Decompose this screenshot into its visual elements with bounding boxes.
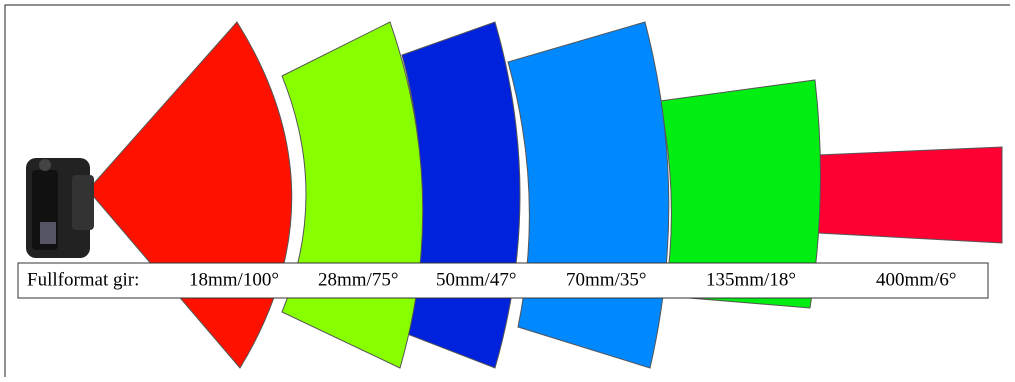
field-of-view-diagram: Fullformat gir: 18mm/100° 28mm/75° 50mm/… (0, 0, 1015, 377)
row-label: Fullformat gir: (27, 269, 139, 290)
wedge-18mm (88, 22, 292, 368)
lens-label: 28mm/75° (318, 269, 398, 290)
lens-label: 18mm/100° (189, 269, 279, 290)
lens-label: 135mm/18° (706, 269, 796, 290)
lens-label: 50mm/47° (436, 269, 516, 290)
wedge-28mm (282, 22, 423, 368)
wedge-70mm (508, 22, 669, 368)
lens-label: 400mm/6° (876, 269, 956, 290)
camera-icon (26, 158, 94, 258)
lens-label: 70mm/35° (566, 269, 646, 290)
wedge-400mm (818, 147, 1002, 243)
